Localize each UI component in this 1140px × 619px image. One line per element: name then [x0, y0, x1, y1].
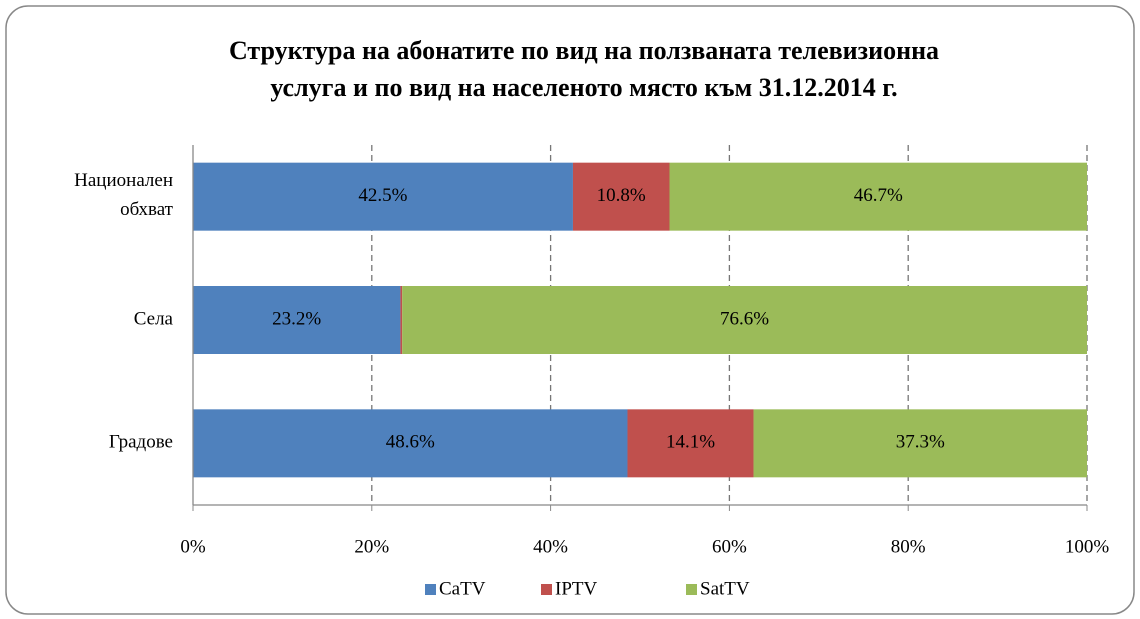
- bar-segment: [572, 162, 670, 231]
- x-tick-label: 100%: [1065, 536, 1110, 557]
- bar-segment: [193, 286, 401, 354]
- x-tick-label: 40%: [533, 536, 568, 557]
- bar-segment: [753, 409, 1087, 478]
- bar-segment: [627, 409, 754, 478]
- bar-segment: [193, 409, 628, 478]
- bar-segment: [402, 286, 1087, 354]
- chart-title: Структура на абонатите по вид на ползван…: [229, 36, 939, 65]
- data-label: 46.7%: [854, 185, 903, 206]
- data-label: 42.5%: [358, 185, 407, 206]
- y-tick-label: Села: [134, 308, 174, 329]
- x-tick-label: 80%: [891, 536, 926, 557]
- data-label: 23.2%: [272, 308, 321, 329]
- bar-segment: [400, 286, 403, 354]
- data-label: 14.1%: [666, 432, 715, 453]
- data-label: 48.6%: [386, 432, 435, 453]
- data-label: 76.6%: [720, 308, 769, 329]
- legend-swatch: [686, 584, 697, 595]
- data-label: 10.8%: [597, 185, 646, 206]
- x-tick-label: 20%: [354, 536, 389, 557]
- x-tick-label: 60%: [712, 536, 747, 557]
- x-tick-label: 0%: [180, 536, 206, 557]
- chart-title: услуга и по вид на населеното място към …: [270, 73, 897, 102]
- y-tick-label: Национален обхват: [74, 171, 174, 221]
- legend-swatch: [541, 584, 552, 595]
- bar-segment: [669, 162, 1087, 231]
- bar-segment: [193, 162, 573, 231]
- legend-swatch: [425, 584, 436, 595]
- data-label: 37.3%: [896, 432, 945, 453]
- legend-label: IPTV: [555, 578, 598, 599]
- legend-label: SatTV: [700, 578, 750, 599]
- y-tick-label: Градове: [109, 432, 173, 453]
- legend-label: CaTV: [439, 578, 486, 599]
